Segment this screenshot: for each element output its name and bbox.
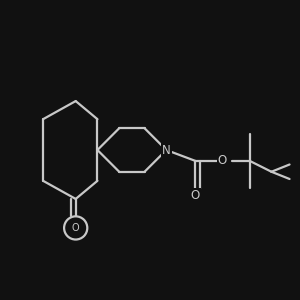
Text: O: O xyxy=(72,223,80,233)
Text: N: N xyxy=(162,143,171,157)
Text: O: O xyxy=(218,154,227,167)
Text: O: O xyxy=(191,189,200,202)
